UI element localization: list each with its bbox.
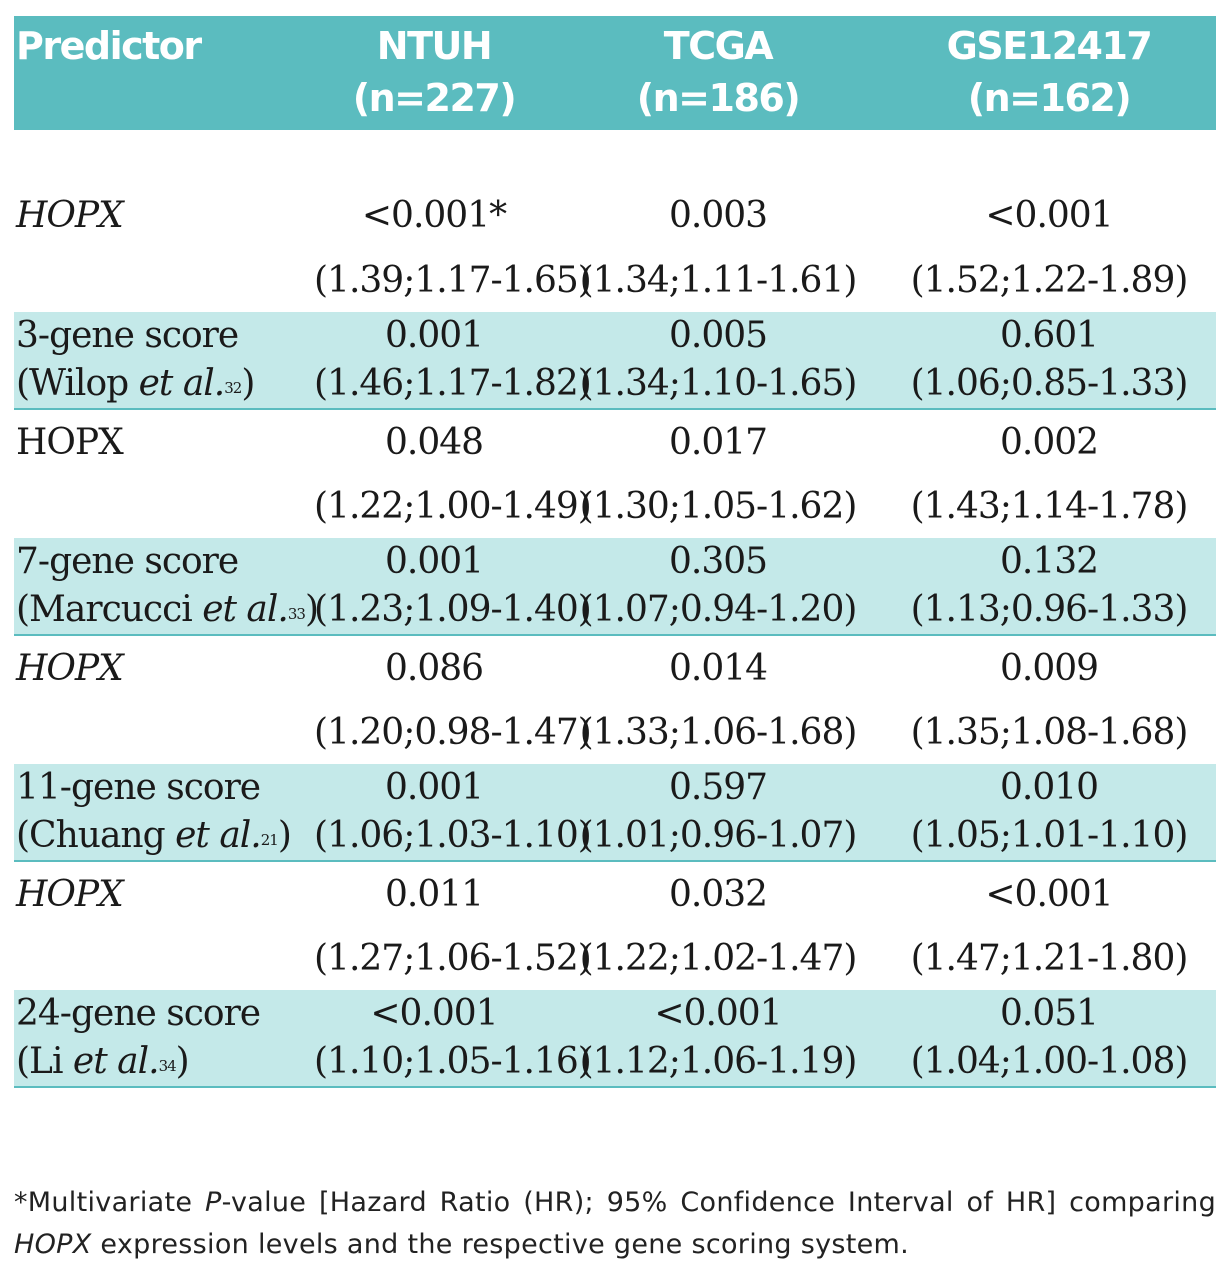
hr-ci-tcga: (1.30;1.05-1.62) <box>579 485 858 527</box>
p-value-tcga: 0.014 <box>554 634 882 700</box>
p-value-tcga: 0.017 <box>554 408 882 474</box>
table-row: HOPX 0.086 0.014 0.009 <box>14 634 1216 700</box>
header-tcga-name: TCGA <box>663 24 774 68</box>
header-predictor: Predictor <box>14 16 314 130</box>
hr-ci-tcga: (1.33;1.06-1.68) <box>579 711 858 753</box>
table-row: HOPX 0.048 0.017 0.002 <box>14 408 1216 474</box>
header-tcga: TCGA (n=186) <box>554 16 882 130</box>
row-label: HOPX <box>14 860 314 926</box>
value-ntuh: 0.001 (1.46;1.17-1.82) <box>314 312 592 409</box>
header-gse12417-name: GSE12417 <box>946 24 1153 68</box>
hr-ci-tcga: (1.22;1.02-1.47) <box>579 937 858 979</box>
p-value-ntuh: 0.011 <box>314 860 554 926</box>
hr-ci-gse12417: (1.35;1.08-1.68) <box>910 711 1189 753</box>
value-gse12417: 0.051 (1.04;1.00-1.08) <box>882 990 1216 1088</box>
table-row-score: 7-gene score (Marcucci et al.33) 0.001 (1… <box>14 538 1216 635</box>
table-body: HOPX <0.001* 0.003 <0.001 (1.39;1.17-1.6… <box>14 130 1216 1088</box>
table-row-score: 11-gene score (Chuang et al.21) 0.001 (1.… <box>14 764 1216 861</box>
value-gse12417: 0.601 (1.06;0.85-1.33) <box>882 312 1216 409</box>
hr-ci-ntuh: (1.27;1.06-1.52) <box>314 937 592 979</box>
value-ntuh: <0.001 (1.10;1.05-1.16) <box>314 990 592 1088</box>
row-label: 3-gene score (Wilop et al.32) <box>14 312 314 409</box>
p-value-gse12417: 0.002 <box>882 408 1216 474</box>
value-ntuh: 0.001 (1.23;1.09-1.40) <box>314 538 592 635</box>
header-spacer <box>14 130 1216 182</box>
p-value-tcga: 0.003 <box>668 194 768 236</box>
results-table: Predictor NTUH (n=227) TCGA (n=186) GSE1… <box>14 16 1216 1088</box>
header-ntuh-name: NTUH <box>376 24 493 68</box>
hr-ci-gse12417: (1.43;1.14-1.78) <box>910 485 1189 527</box>
p-value-tcga: 0.032 <box>554 860 882 926</box>
value-tcga: <0.001 (1.12;1.06-1.19) <box>554 990 882 1088</box>
p-value-ntuh: 0.048 <box>314 408 554 474</box>
value-tcga: 0.005 (1.34;1.10-1.65) <box>554 312 882 409</box>
p-value-gse12417: <0.001 <box>985 194 1113 236</box>
table-row: (1.20;0.98-1.47) (1.33;1.06-1.68) (1.35;… <box>14 700 1216 764</box>
table-row: (1.22;1.00-1.49) (1.30;1.05-1.62) (1.43;… <box>14 474 1216 538</box>
hr-ci-ntuh: (1.39;1.17-1.65) <box>314 259 592 301</box>
hr-ci-gse12417: (1.52;1.22-1.89) <box>910 259 1189 301</box>
row-label: HOPX <box>14 634 314 700</box>
table-row-score: 3-gene score (Wilop et al.32) 0.001 (1.46… <box>14 312 1216 409</box>
header-gse12417: GSE12417 (n=162) <box>882 16 1216 130</box>
row-label: HOPX <box>16 194 124 236</box>
value-tcga: 0.305 (1.07;0.94-1.20) <box>554 538 882 635</box>
value-ntuh: 0.001 (1.06;1.03-1.10) <box>314 764 592 861</box>
table-row: (1.27;1.06-1.52) (1.22;1.02-1.47) (1.47;… <box>14 926 1216 990</box>
p-value-ntuh: 0.086 <box>314 634 554 700</box>
header-ntuh: NTUH (n=227) <box>314 16 554 130</box>
table-row: HOPX 0.011 0.032 <0.001 <box>14 860 1216 926</box>
p-value-ntuh: <0.001* <box>361 194 507 236</box>
header-ntuh-n: (n=227) <box>352 76 517 120</box>
row-label: HOPX <box>14 408 314 474</box>
row-label: 7-gene score (Marcucci et al.33) <box>14 538 319 635</box>
table-header: Predictor NTUH (n=227) TCGA (n=186) GSE1… <box>14 16 1216 130</box>
value-gse12417: 0.010 (1.05;1.01-1.10) <box>882 764 1216 861</box>
row-label: 24-gene score (Li et al.34) <box>14 990 314 1088</box>
hr-ci-ntuh: (1.22;1.00-1.49) <box>314 485 592 527</box>
header-gse12417-n: (n=162) <box>967 76 1132 120</box>
hr-ci-tcga: (1.34;1.11-1.61) <box>579 259 858 301</box>
table-row-score: 24-gene score (Li et al.34) <0.001 (1.10;… <box>14 990 1216 1088</box>
hr-ci-ntuh: (1.20;0.98-1.47) <box>314 711 592 753</box>
table-row: HOPX <0.001* 0.003 <0.001 <box>14 182 1216 248</box>
p-value-gse12417: 0.009 <box>882 634 1216 700</box>
p-value-gse12417: <0.001 <box>882 860 1216 926</box>
hr-ci-gse12417: (1.47;1.21-1.80) <box>910 937 1189 979</box>
value-gse12417: 0.132 (1.13;0.96-1.33) <box>882 538 1216 635</box>
row-label: 11-gene score (Chuang et al.21) <box>14 764 314 861</box>
value-tcga: 0.597 (1.01;0.96-1.07) <box>554 764 882 861</box>
header-tcga-n: (n=186) <box>636 76 801 120</box>
results-table-container: Predictor NTUH (n=227) TCGA (n=186) GSE1… <box>14 16 1216 1088</box>
table-footnote: *Multivariate P-value [Hazard Ratio (HR)… <box>14 1187 1217 1260</box>
table-row: (1.39;1.17-1.65) (1.34;1.11-1.61) (1.52;… <box>14 248 1216 312</box>
